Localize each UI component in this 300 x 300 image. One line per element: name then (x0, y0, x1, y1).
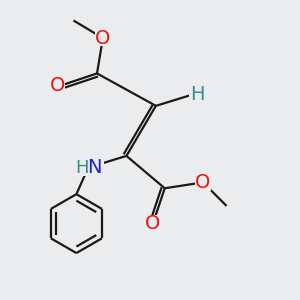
Text: O: O (145, 214, 160, 233)
Bar (94, 30, 111, 46)
Bar (195, 174, 211, 190)
Text: O: O (95, 28, 111, 48)
Text: N: N (87, 158, 102, 177)
Text: O: O (195, 173, 211, 192)
Text: H: H (75, 159, 88, 177)
Bar (145, 215, 161, 232)
Text: O: O (50, 76, 65, 95)
Bar (72, 159, 104, 176)
Bar (189, 86, 206, 102)
Bar (49, 77, 65, 94)
Text: H: H (190, 85, 204, 104)
